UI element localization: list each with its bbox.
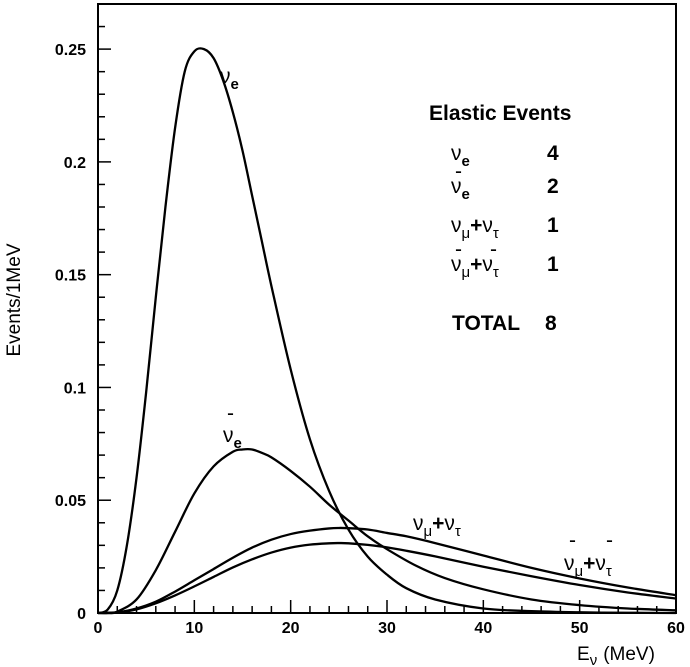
- legend-row-nuebar-bar: -: [455, 160, 462, 183]
- legend-row-numubar-sub1: μ: [462, 264, 471, 281]
- curve-label-numu: νμ+ντ: [413, 512, 461, 540]
- legend-row-numubar-nu1: ν: [451, 253, 462, 276]
- curve-label-numubar-base2: ν: [595, 552, 606, 575]
- legend-row-numubar: νμ+ντ: [451, 253, 499, 281]
- legend-row-numubar-bar1: -: [455, 238, 462, 261]
- y-tick-label: 0.25: [55, 42, 86, 59]
- curve-label-nue: νe: [220, 65, 239, 93]
- curve-nue: [97, 47, 677, 615]
- curve-label-numubar-plus: +: [583, 552, 595, 575]
- curve-label-numu-base2: ν: [444, 512, 455, 535]
- curve-label-nuebar: νe: [223, 424, 242, 452]
- curve-label-numubar-bar2: -: [606, 529, 613, 552]
- legend-row-numu-plus: +: [470, 214, 482, 237]
- curve-numubar-nutaubar: [97, 541, 677, 615]
- legend-total-value: 8: [545, 312, 557, 335]
- curve-label-nue-base: ν: [220, 65, 231, 88]
- legend-row-numubar-count: 1: [547, 253, 559, 276]
- curve-label-numu-plus: +: [432, 512, 444, 535]
- legend-row-numubar-sub2: τ: [493, 264, 499, 281]
- legend-row-nue-count: 4: [547, 142, 559, 165]
- x-tick-label: 40: [474, 620, 492, 637]
- curve-label-numubar-sub1: μ: [575, 563, 584, 580]
- y-tick-label: 0.15: [55, 268, 86, 285]
- x-tick-label: 30: [378, 620, 396, 637]
- curve-label-numu-sub1: μ: [424, 523, 433, 540]
- curve-nuebar: [97, 447, 677, 615]
- x-tick-label: 0: [94, 620, 103, 637]
- legend-row-numubar-bar2: -: [490, 238, 497, 261]
- legend-row-numubar-nu2: ν: [482, 253, 493, 276]
- curve-label-nuebar-base: ν: [223, 424, 234, 447]
- curves: [97, 47, 677, 615]
- legend-row-nuebar: νe: [451, 175, 470, 203]
- x-axis-label-e: E: [577, 644, 590, 665]
- curve-label-numubar-sub2: τ: [606, 563, 612, 580]
- legend-row-nuebar-sub: e: [462, 186, 470, 203]
- curve-label-nuebar-sub: e: [234, 435, 242, 452]
- curve-label-numubar-base1: ν: [564, 552, 575, 575]
- curve-label-numu-base1: ν: [413, 512, 424, 535]
- curve-label-numubar-bar1: -: [569, 529, 576, 552]
- x-axis-label-sub: ν: [590, 652, 598, 667]
- curve-label-numubar: νμ+ντ: [564, 552, 612, 580]
- legend-row-numu: νμ+ντ: [451, 214, 499, 242]
- plot-frame: [97, 3, 677, 614]
- y-axis-label: Events/1MeV: [4, 243, 25, 356]
- curve-label-nue-sub: e: [231, 76, 239, 93]
- y-tick-label: 0.2: [64, 155, 86, 172]
- legend-row-numu-nu1: ν: [451, 214, 462, 237]
- x-tick-label: 60: [667, 620, 685, 637]
- legend-row-nue: νe: [451, 142, 470, 170]
- y-tick-label: 0.1: [64, 380, 86, 397]
- legend-row-numu-sub1: μ: [462, 225, 471, 242]
- legend-row-nue-nu: ν: [451, 142, 462, 165]
- legend-row-nuebar-nu: ν: [451, 175, 462, 198]
- legend-row-numubar-plus: +: [470, 253, 482, 276]
- legend-row-numu-count: 1: [547, 214, 559, 237]
- x-tick-label: 20: [282, 620, 300, 637]
- legend-row-numu-nu2: ν: [482, 214, 493, 237]
- legend-total-label: TOTAL: [452, 312, 520, 335]
- y-tick-label: 0: [77, 606, 86, 623]
- curve-label-nuebar-bar: -: [227, 402, 234, 425]
- curve-numu-nutau: [97, 526, 677, 615]
- x-axis-label-unit: (MeV): [603, 644, 655, 665]
- x-tick-label: 10: [185, 620, 203, 637]
- legend: Elastic Events νe 4 - νe 2 νμ+ντ 1 - - ν…: [429, 102, 571, 335]
- legend-row-numu-sub2: τ: [493, 225, 499, 242]
- legend-row-nuebar-count: 2: [547, 175, 559, 198]
- x-axis-label: Eν (MeV): [577, 644, 655, 667]
- legend-title: Elastic Events: [429, 102, 571, 125]
- axis-ticks: 0 10 20 30 40 50 60 0 0.05 0.1 0.15 0.2 0.25: [55, 25, 685, 637]
- x-tick-label: 50: [571, 620, 589, 637]
- y-tick-label: 0.05: [55, 493, 86, 510]
- legend-row-nue-sub: e: [462, 153, 470, 170]
- curve-label-numu-sub2: τ: [455, 523, 461, 540]
